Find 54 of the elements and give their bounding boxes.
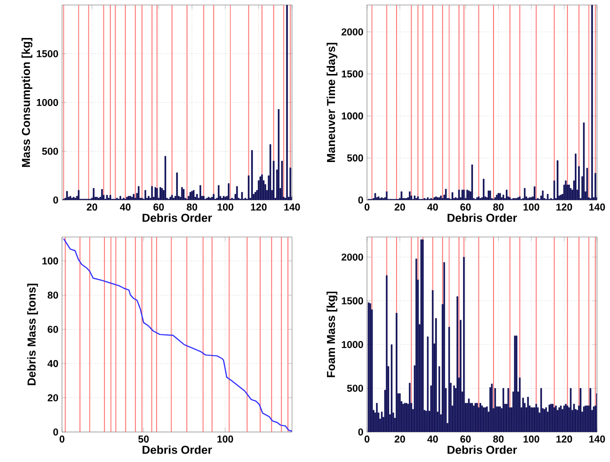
x-axis-title: Debris Order [142, 445, 212, 454]
x-tick-label: 0 [364, 436, 370, 443]
x-tick-label: 120 [556, 436, 572, 443]
y-tick-label: 80 [48, 292, 58, 299]
y-tick-label: 1500 [342, 70, 364, 78]
y-tick-label: 60 [48, 326, 58, 333]
x-tick-label: 60 [460, 204, 471, 211]
x-tick-label: 20 [394, 204, 406, 211]
x-tick-label: 140 [589, 436, 605, 443]
x-tick-label: 100 [217, 436, 234, 443]
x-tick-label: 120 [556, 204, 572, 211]
y-tick-label: 0 [53, 428, 58, 436]
x-tick-label: 100 [524, 204, 540, 211]
x-axis-title: Debris Order [448, 213, 517, 222]
y-tick-label: 2000 [342, 28, 364, 36]
x-tick-label: 80 [186, 204, 198, 211]
x-tick-label: 100 [524, 436, 540, 443]
y-tick-label: 40 [48, 360, 58, 368]
x-axis-title: Debris Order [448, 445, 517, 454]
x-tick-label: 40 [427, 204, 438, 211]
y-tick-label: 500 [42, 148, 58, 155]
x-tick-label: 20 [86, 204, 98, 211]
y-tick-label: 1500 [36, 50, 58, 58]
x-tick-label: 140 [589, 204, 605, 211]
y-tick-label: 500 [347, 154, 364, 162]
y-tick-label: 0 [358, 196, 364, 204]
y-tick-label: 1500 [342, 297, 364, 304]
y-axis-title: Debris Mass [tons] [27, 284, 38, 386]
x-tick-label: 80 [493, 204, 504, 211]
y-tick-label: 100 [42, 257, 58, 264]
y-tick-label: 1000 [36, 98, 58, 106]
x-tick-label: 60 [460, 436, 471, 443]
x-tick-label: 40 [427, 436, 438, 443]
y-tick-label: 1000 [342, 112, 364, 120]
y-tick-label: 20 [48, 394, 58, 402]
y-tick-label: 0 [53, 196, 58, 204]
x-tick-label: 60 [153, 204, 164, 211]
y-tick-label: 2000 [342, 254, 364, 261]
x-tick-label: 120 [250, 204, 267, 211]
x-tick-label: 20 [394, 436, 406, 443]
x-tick-label: 140 [284, 204, 300, 211]
y-tick-label: 1000 [342, 341, 364, 348]
x-tick-label: 100 [218, 204, 234, 211]
y-axis-title: Maneuver Time [days] [326, 42, 338, 162]
x-tick-label: 50 [138, 436, 149, 443]
y-axis-title: Mass Consumption [kg] [22, 38, 32, 167]
y-axis-title: Foam Mass [kg] [326, 292, 338, 378]
x-axis-title: Debris Order [142, 213, 212, 222]
x-tick-label: 80 [493, 436, 504, 443]
y-tick-label: 500 [347, 384, 364, 392]
x-tick-label: 0 [364, 204, 370, 211]
y-tick-label: 0 [358, 428, 364, 436]
x-tick-label: 40 [120, 204, 130, 211]
x-tick-label: 0 [60, 436, 64, 443]
